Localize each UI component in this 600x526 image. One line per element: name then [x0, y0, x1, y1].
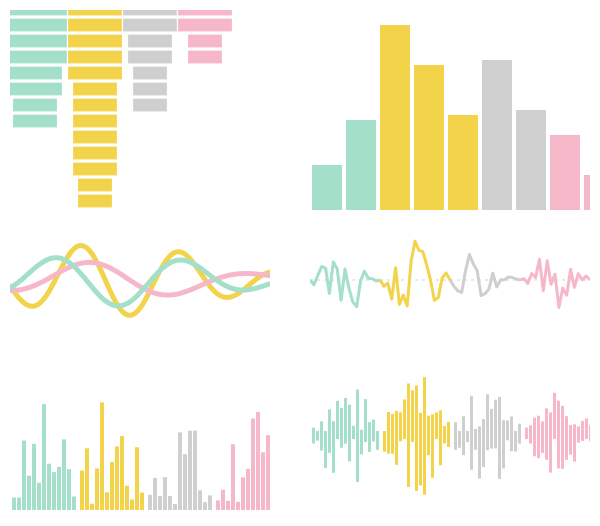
- stepped-stack-chart: [10, 10, 270, 210]
- smooth-wave-chart: [10, 230, 270, 330]
- spiky-wave-chart: [310, 230, 590, 330]
- skyline-bar-chart: [10, 360, 270, 510]
- centered-equalizer-chart: [310, 360, 590, 510]
- histogram-chart: [310, 10, 590, 210]
